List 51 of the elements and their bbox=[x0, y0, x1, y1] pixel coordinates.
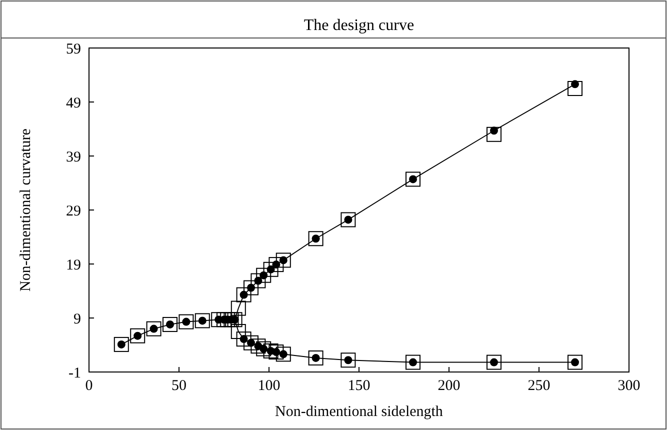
point bbox=[236, 332, 252, 347]
point bbox=[486, 354, 502, 370]
point bbox=[268, 257, 284, 272]
point bbox=[276, 346, 291, 362]
y-tick-label: 49 bbox=[66, 95, 81, 112]
point bbox=[486, 126, 502, 142]
point bbox=[230, 300, 246, 316]
y-tick-label: 59 bbox=[66, 41, 81, 58]
point bbox=[263, 343, 278, 358]
point bbox=[256, 341, 272, 356]
point bbox=[178, 314, 194, 330]
x-tick-label: 50 bbox=[172, 378, 186, 394]
point bbox=[568, 81, 582, 96]
point bbox=[244, 335, 258, 350]
point bbox=[406, 354, 420, 370]
x-tick-label: 250 bbox=[528, 378, 550, 394]
point bbox=[308, 350, 324, 366]
y-tick-label: -1 bbox=[68, 365, 81, 382]
y-tick-label: 9 bbox=[74, 311, 81, 328]
x-tick-label: 200 bbox=[438, 378, 460, 394]
point bbox=[250, 273, 266, 288]
point bbox=[211, 312, 226, 328]
point bbox=[162, 316, 178, 332]
x-tick-label: 0 bbox=[85, 378, 93, 394]
point bbox=[194, 313, 210, 328]
y-tick-label: 19 bbox=[66, 257, 81, 274]
point bbox=[130, 328, 146, 344]
point bbox=[244, 280, 258, 296]
x-tick-label: 100 bbox=[258, 378, 280, 394]
x-tick-label: 150 bbox=[348, 378, 370, 394]
point bbox=[340, 352, 356, 368]
point bbox=[236, 287, 252, 302]
y-axis-title: Non-dimentional curvature bbox=[18, 128, 34, 292]
point bbox=[276, 252, 291, 268]
point bbox=[406, 172, 420, 187]
point bbox=[227, 312, 242, 328]
point bbox=[268, 344, 284, 360]
point bbox=[114, 336, 129, 352]
point bbox=[256, 268, 272, 283]
point bbox=[308, 231, 324, 246]
y-tick-label: 29 bbox=[66, 203, 81, 220]
point bbox=[263, 262, 278, 277]
chart-title: The design curve bbox=[304, 17, 414, 34]
point bbox=[568, 354, 582, 370]
x-axis-title: Non-dimentional sidelength bbox=[275, 404, 444, 420]
point bbox=[146, 321, 162, 336]
y-tick-label: 39 bbox=[66, 149, 81, 166]
x-tick-label: 300 bbox=[618, 378, 640, 394]
point bbox=[340, 212, 356, 228]
point bbox=[250, 338, 266, 354]
point bbox=[230, 324, 246, 339]
